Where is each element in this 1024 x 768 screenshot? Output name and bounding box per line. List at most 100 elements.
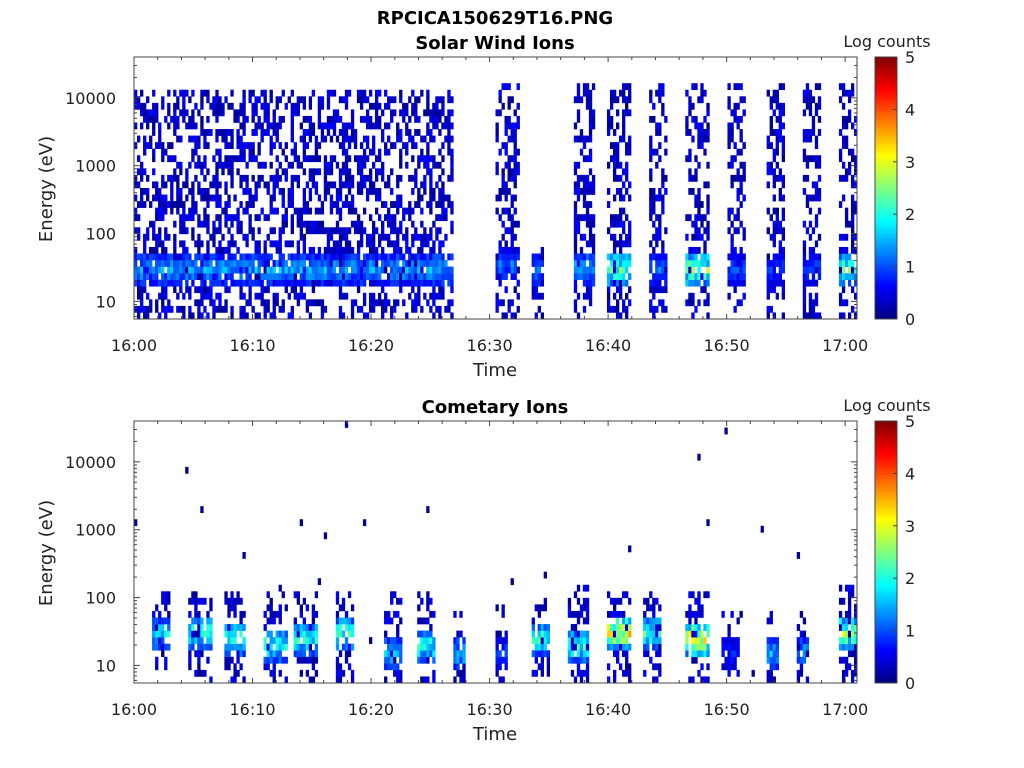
spectrogram-cell — [167, 266, 171, 274]
spectrogram-cell — [420, 181, 424, 189]
spectrogram-cell — [188, 214, 192, 222]
spectrogram-cell — [200, 253, 204, 261]
spectrogram-cell — [375, 273, 379, 280]
spectrogram-cell — [661, 83, 665, 91]
spectrogram-cell — [266, 630, 270, 638]
spectrogram-cell — [143, 240, 147, 248]
spectrogram-cell — [308, 135, 313, 143]
spectrogram-cell — [697, 260, 701, 267]
spectrogram-cell — [197, 305, 201, 313]
spectrogram-cell — [730, 246, 734, 254]
spectrogram-cell — [251, 305, 255, 313]
spectrogram-cell — [516, 266, 520, 274]
spectrogram-cell — [248, 142, 252, 149]
spectrogram-cell — [643, 597, 647, 605]
spectrogram-cell — [266, 286, 270, 294]
spectrogram-cell — [579, 260, 584, 267]
spectrogram-cell — [727, 650, 731, 658]
spectrogram-cell — [429, 129, 433, 136]
spectrogram-cell — [649, 266, 653, 274]
spectrogram-cell — [375, 115, 379, 123]
spectrogram-cell — [299, 669, 303, 677]
spectrogram-cell — [299, 273, 303, 280]
spectrogram-cell — [393, 591, 397, 599]
spectrogram-cell — [191, 194, 195, 202]
spectrogram-cell — [585, 650, 590, 658]
spectrogram-cell — [808, 305, 813, 313]
spectrogram-cell — [850, 233, 855, 241]
spectrogram-cell — [236, 624, 240, 631]
spectrogram-cell — [432, 656, 436, 664]
spectrogram-cell — [305, 266, 310, 274]
spectrogram-cell — [697, 246, 701, 254]
spectrogram-cell — [498, 260, 502, 267]
spectrogram-cell — [396, 201, 400, 208]
spectrogram-cell — [772, 96, 776, 104]
spectrogram-cell — [691, 292, 695, 300]
colorbar-segment — [875, 565, 897, 569]
spectrogram-cell — [576, 584, 581, 592]
spectrogram-cell — [838, 624, 843, 631]
spectrogram-cell — [591, 83, 596, 91]
spectrogram-cell — [329, 89, 334, 97]
spectrogram-cell — [387, 135, 391, 143]
spectrogram-cell — [655, 214, 659, 222]
spectrogram-cell — [311, 174, 316, 182]
spectrogram-cell — [612, 96, 617, 104]
spectrogram-cell — [585, 240, 590, 248]
spectrogram-cell — [305, 669, 310, 677]
spectrogram-cell — [438, 148, 442, 156]
spectrogram-cell — [185, 109, 189, 117]
colorbar-segment — [875, 680, 897, 684]
spectrogram-cell — [387, 207, 391, 215]
spectrogram-cell — [230, 312, 234, 320]
spectrogram-cell — [429, 168, 433, 176]
spectrogram-cell — [272, 676, 276, 684]
spectrogram-cell — [308, 246, 313, 254]
spectrogram-cell — [396, 240, 400, 248]
spectrogram-cell — [164, 227, 168, 235]
spectrogram-cell — [646, 637, 650, 644]
spectrogram-cell — [302, 260, 307, 267]
spectrogram-cell — [305, 227, 310, 235]
spectrogram-cell — [495, 604, 499, 612]
spectrogram-cell — [239, 630, 243, 638]
spectrogram-cell — [242, 102, 246, 110]
spectrogram-cell — [453, 610, 457, 618]
spectrogram-cell — [381, 286, 385, 294]
spectrogram-cell — [697, 643, 701, 651]
spectrogram-cell — [278, 174, 282, 182]
spectrogram-cell — [700, 96, 704, 104]
spectrogram-cell — [182, 214, 186, 222]
spectrogram-cell — [393, 246, 397, 254]
spectrogram-cell — [257, 181, 261, 189]
spectrogram-cell — [393, 240, 397, 248]
spectrogram-cell — [384, 181, 388, 189]
spectrogram-cell — [435, 273, 439, 280]
spectrogram-cell — [296, 181, 300, 189]
spectrogram-cell — [853, 643, 858, 651]
spectrogram-cell — [140, 168, 144, 176]
spectrogram-cell — [537, 279, 541, 287]
spectrogram-cell — [329, 201, 334, 208]
spectrogram-cell — [658, 637, 662, 644]
spectrogram-cell — [426, 597, 430, 605]
spectrogram-cell — [188, 292, 192, 300]
spectrogram-cell — [438, 115, 442, 123]
spectrogram-cell — [308, 624, 313, 631]
spectrogram-cell — [344, 174, 349, 182]
spectrogram-cell — [591, 246, 596, 254]
spectrogram-cell — [838, 129, 843, 136]
spectrogram-cell — [173, 286, 177, 294]
spectrogram-cell — [155, 630, 159, 638]
spectrogram-cell — [414, 142, 418, 149]
spectrogram-cell — [329, 194, 334, 202]
spectrogram-cell — [164, 604, 168, 612]
spectrogram-cell — [164, 194, 168, 202]
spectrogram-cell — [287, 201, 291, 208]
spectrogram-cell — [182, 201, 186, 208]
spectrogram-cell — [420, 148, 424, 156]
spectrogram-cell — [733, 214, 737, 222]
spectrogram-cell — [775, 142, 779, 149]
